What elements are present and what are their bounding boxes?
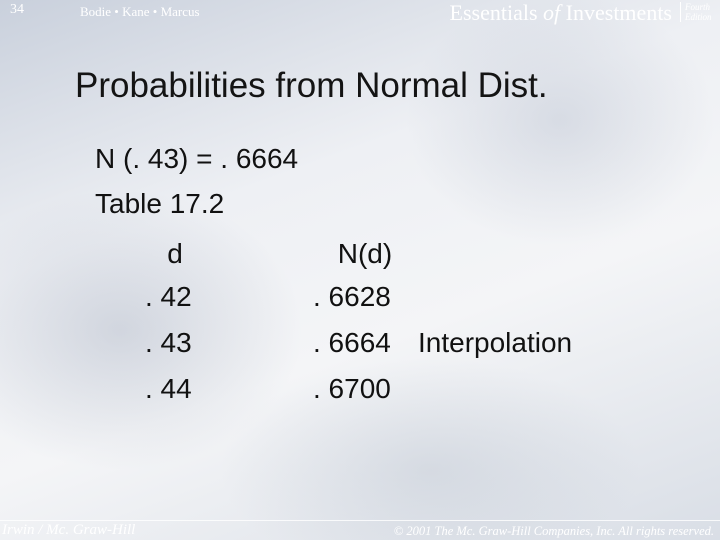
table-cell: . 6628 [313,281,391,312]
slide-number: 34 [10,2,24,17]
book-word: Investments [565,0,672,25]
table-header: d [167,238,183,269]
body-line: N (. 43) = . 6664 [95,143,299,174]
table-cell: Interpolation [418,327,573,358]
book-title: Essentials of Investments [450,0,672,26]
edition-word: Edition [685,12,712,22]
slide-title: Probabilities from Normal Dist. [75,66,548,105]
body-line: Table 17.2 [95,188,225,219]
table-cell: . 42 [145,281,192,312]
copyright: © 2001 The Mc. Graw-Hill Companies, Inc.… [393,524,714,538]
authors: Bodie • Kane • Marcus [80,4,200,19]
footer-rule [0,520,720,521]
edition: Fourth Edition [680,2,712,22]
table-cell: . 44 [145,373,192,404]
edition-word: Fourth [685,2,711,12]
book-word: Essentials [449,0,538,25]
table-cell: . 6700 [313,373,391,404]
publisher: Irwin / Mc. Graw-Hill [2,522,136,538]
table-cell: . 6664 [313,327,391,358]
table-cell: . 43 [145,327,192,358]
table-header: N(d) [337,238,393,269]
book-word: of [543,0,561,25]
